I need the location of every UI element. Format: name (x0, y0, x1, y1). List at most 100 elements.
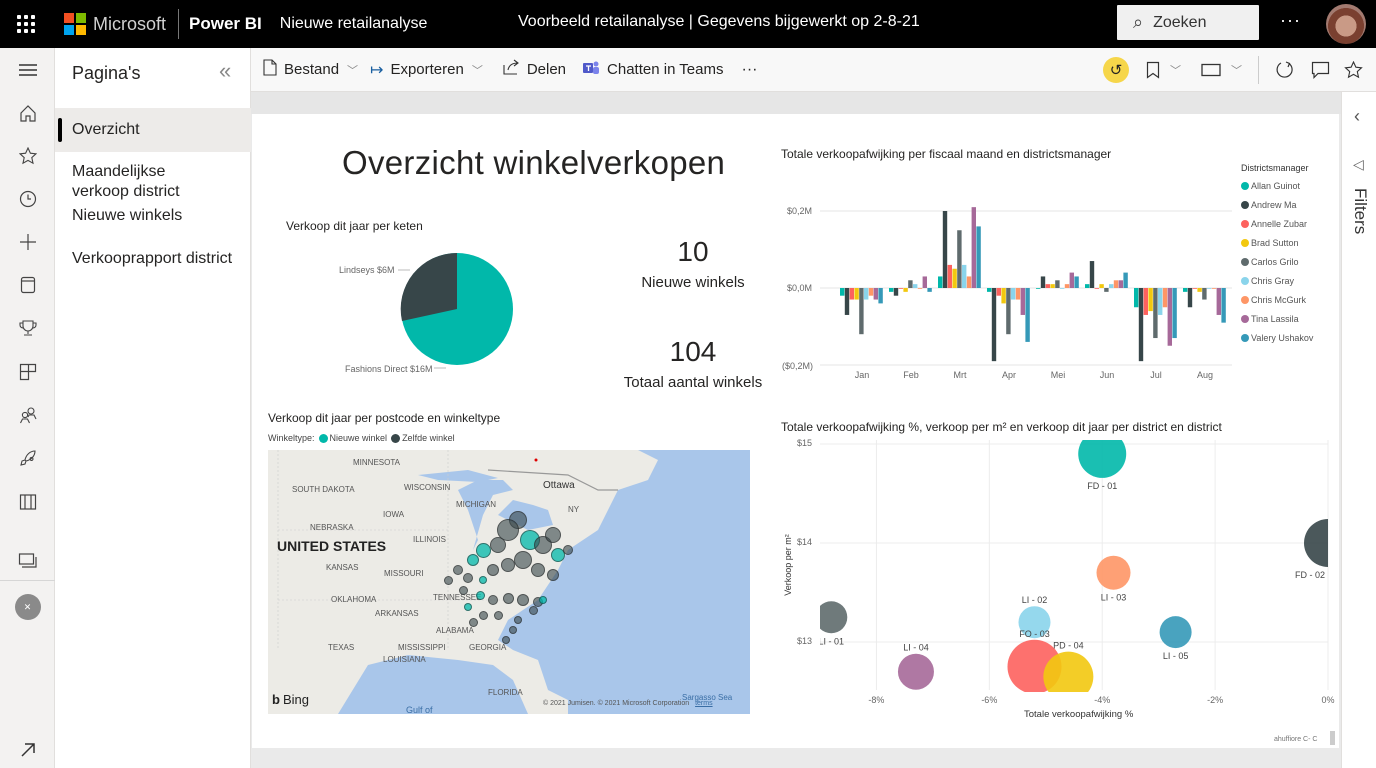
home-icon[interactable] (0, 97, 55, 129)
file-menu-button[interactable]: Bestand ﹀ (257, 48, 364, 92)
store-bubble[interactable] (528, 605, 538, 615)
store-bubble[interactable] (464, 603, 472, 611)
store-bubble[interactable] (539, 596, 547, 604)
store-bubble[interactable] (563, 545, 573, 555)
store-bubble[interactable] (547, 569, 559, 581)
share-button[interactable]: Delen (497, 48, 572, 92)
book-icon[interactable] (0, 486, 55, 518)
store-bubble[interactable] (453, 565, 463, 575)
pie-chart[interactable] (330, 240, 590, 380)
report-info-title[interactable]: Voorbeeld retailanalyse | Gegevens bijge… (518, 13, 920, 30)
store-bubble[interactable] (475, 590, 485, 600)
legend-item[interactable]: Chris Gray (1241, 271, 1313, 290)
page-item-overzicht[interactable]: Overzicht (55, 108, 251, 152)
more-actions-button[interactable]: ··· (736, 48, 764, 92)
legend-item[interactable]: Brad Sutton (1241, 233, 1313, 252)
filters-label[interactable]: Filters (1351, 188, 1370, 235)
bar (1143, 288, 1148, 315)
store-bubble[interactable] (488, 595, 498, 605)
app-launcher-button[interactable] (0, 0, 52, 48)
plus-icon[interactable] (0, 226, 55, 258)
store-bubble[interactable] (545, 527, 561, 543)
map-label-water: Gulf of (406, 705, 433, 714)
star-icon[interactable] (0, 140, 55, 172)
store-bubble[interactable] (551, 548, 565, 562)
export-menu-button[interactable]: ↦ Exporteren ﹀ (364, 48, 489, 92)
legend-item[interactable]: Tina Lassila (1241, 309, 1313, 328)
page-item-maandelijkse-verkoop-district[interactable]: Maandelijkse verkoop district (55, 162, 225, 202)
store-bubble[interactable] (501, 558, 515, 572)
legend-item[interactable]: Allan Guinot (1241, 176, 1313, 195)
store-bubble[interactable] (463, 573, 473, 583)
page-item-nieuwe-winkels[interactable]: Nieuwe winkels (55, 206, 251, 226)
navigation-rail: ✕ (0, 48, 55, 768)
people-icon[interactable] (0, 399, 55, 431)
menu-icon[interactable] (0, 54, 55, 86)
reset-button[interactable]: ↺ (1103, 48, 1129, 92)
bar (878, 288, 883, 304)
clock-icon[interactable] (0, 183, 55, 215)
store-bubble[interactable] (517, 594, 529, 606)
store-bubble[interactable] (479, 576, 487, 584)
terms-link[interactable]: terms (695, 700, 713, 707)
comments-button[interactable] (1311, 48, 1330, 92)
map-label: MISSISSIPPI (398, 643, 446, 652)
store-bubble[interactable] (502, 592, 514, 604)
microsoft-logo-icon (64, 13, 86, 35)
store-bubble[interactable] (493, 610, 503, 620)
y-tick: $0,2M (787, 206, 813, 216)
workspace-avatar-icon[interactable]: ✕ (0, 591, 55, 623)
bar (854, 288, 859, 300)
search-icon: ⌕ (1133, 12, 1144, 32)
chat-in-teams-button[interactable]: Chatten in Teams (576, 48, 729, 92)
store-map[interactable]: MINNESOTA SOUTH DAKOTA WISCONSIN MICHIGA… (268, 450, 750, 714)
store-bubble[interactable] (490, 537, 506, 553)
trophy-icon[interactable] (0, 312, 55, 344)
store-bubble[interactable] (514, 551, 532, 569)
scatter-chart[interactable]: FD - 01 FD - 02 LI - 03 LI - 01 LI - 02 LI - … (820, 440, 1330, 692)
pages-title: Pagina's (72, 63, 141, 83)
legend-item[interactable]: Annelle Zubar (1241, 214, 1313, 233)
view-button[interactable]: ﹀ (1201, 48, 1242, 92)
store-bubble[interactable] (475, 542, 491, 558)
store-bubble[interactable] (497, 519, 519, 541)
bar-chart[interactable] (820, 200, 1240, 390)
bar (1158, 288, 1163, 315)
store-bubble[interactable] (443, 575, 453, 585)
collapse-pages-icon[interactable]: « (219, 58, 232, 83)
search-input[interactable]: ⌕ Zoeken (1117, 5, 1259, 40)
store-bubble[interactable] (514, 616, 522, 624)
workspaces-icon[interactable] (0, 545, 55, 577)
database-icon[interactable] (0, 269, 55, 301)
store-bubble[interactable] (487, 564, 499, 576)
store-bubble[interactable] (478, 610, 488, 620)
store-bubble[interactable] (531, 563, 545, 577)
bookmark-button[interactable]: ﹀ (1146, 48, 1181, 92)
store-bubble[interactable] (502, 636, 510, 644)
map-label: SOUTH DAKOTA (292, 485, 355, 494)
legend-item[interactable]: Chris McGurk (1241, 290, 1313, 309)
expand-filters-chevron-icon[interactable]: ‹ (1354, 106, 1360, 126)
rocket-icon[interactable] (0, 442, 55, 474)
dashboard-icon[interactable] (0, 356, 55, 388)
legend-item[interactable]: Valery Ushakov (1241, 328, 1313, 347)
report-name[interactable]: Nieuwe retailanalyse (279, 15, 428, 32)
store-bubble[interactable] (467, 554, 479, 566)
more-options-button[interactable]: ··· (1280, 10, 1301, 30)
legend-dot-icon (1241, 219, 1249, 228)
product-name[interactable]: Power BI (189, 14, 262, 33)
avatar[interactable] (1326, 4, 1366, 44)
refresh-button[interactable] (1275, 48, 1295, 92)
bar (1104, 288, 1109, 292)
filters-pane[interactable]: ‹ ◁ Filters (1341, 92, 1376, 768)
store-bubble[interactable] (509, 626, 517, 634)
store-bubble[interactable] (468, 617, 478, 627)
favorite-button[interactable] (1344, 48, 1363, 92)
map-label: TENNESSEE (433, 593, 482, 602)
legend-item[interactable]: Andrew Ma (1241, 195, 1313, 214)
expand-icon[interactable] (0, 734, 55, 766)
page-item-verkooprapport-district[interactable]: Verkooprapport district (55, 249, 251, 269)
scrollbar[interactable] (1330, 731, 1335, 745)
store-bubble[interactable] (458, 585, 468, 595)
legend-item[interactable]: Carlos Grilo (1241, 252, 1313, 271)
